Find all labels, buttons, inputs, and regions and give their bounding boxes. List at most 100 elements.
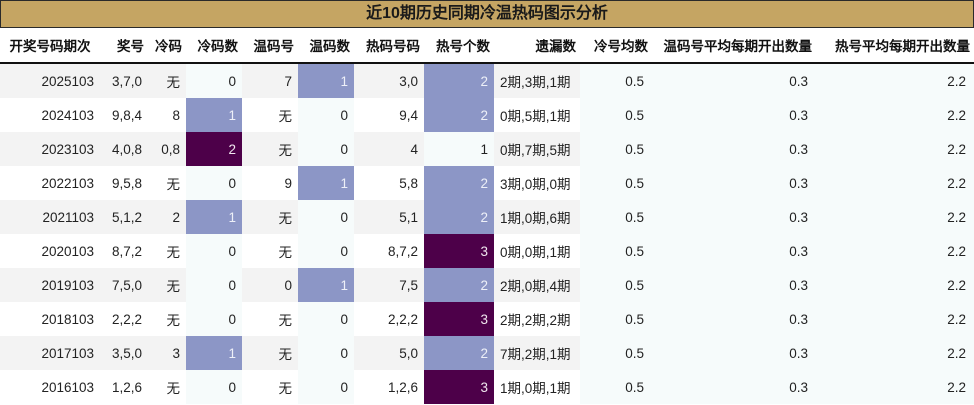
hot-count-cell: 2	[424, 63, 494, 98]
warm-avg-cell: 0.3	[652, 132, 816, 166]
hot-cell: 2,2,2	[354, 302, 424, 336]
cold-cell: 无	[148, 234, 186, 268]
period-cell: 2021103	[0, 200, 100, 234]
warm-avg-cell: 0.3	[652, 370, 816, 404]
hot-cell: 9,4	[354, 98, 424, 132]
period-cell: 2019103	[0, 268, 100, 302]
number-cell: 5,1,2	[100, 200, 148, 234]
number-cell: 3,5,0	[100, 336, 148, 370]
hot-cell: 3,0	[354, 63, 424, 98]
warm-count-cell: 1	[298, 63, 354, 98]
cold-count-cell: 1	[186, 98, 242, 132]
hot-count-cell: 3	[424, 370, 494, 404]
cold-avg-cell: 0.5	[580, 370, 652, 404]
warm-cell: 无	[242, 132, 298, 166]
warm-avg-cell: 0.3	[652, 268, 816, 302]
warm-avg-cell: 0.3	[652, 63, 816, 98]
header-missed: 遗漏数	[494, 28, 580, 64]
warm-cell: 0	[242, 268, 298, 302]
cold-count-cell: 0	[186, 63, 242, 98]
hot-cell: 8,7,2	[354, 234, 424, 268]
warm-avg-cell: 0.3	[652, 200, 816, 234]
cold-avg-cell: 0.5	[580, 268, 652, 302]
period-cell: 2018103	[0, 302, 100, 336]
header-hot: 热码号码	[354, 28, 424, 64]
number-cell: 9,5,8	[100, 166, 148, 200]
table-row: 2019103 7,5,0 无 0 0 1 7,5 2 2期,0期,4期 0.5 0.3 2.2	[0, 268, 974, 302]
table-row: 2020103 8,7,2 无 0 无 0 8,7,2 3 0期,0期,1期 0.5 0.3 2.2	[0, 234, 974, 268]
cold-avg-cell: 0.5	[580, 200, 652, 234]
number-cell: 9,8,4	[100, 98, 148, 132]
missed-cell: 0期,7期,5期	[494, 132, 580, 166]
hot-avg-cell: 2.2	[816, 234, 974, 268]
table-row: 2017103 3,5,0 3 1 无 0 5,0 2 7期,2期,1期 0.5 0.3 2.2	[0, 336, 974, 370]
header-warm-count: 温码数	[298, 28, 354, 64]
missed-cell: 0期,0期,1期	[494, 234, 580, 268]
missed-cell: 2期,0期,4期	[494, 268, 580, 302]
table-row: 2018103 2,2,2 无 0 无 0 2,2,2 3 2期,2期,2期 0.5 0.3 2.2	[0, 302, 974, 336]
warm-count-cell: 0	[298, 370, 354, 404]
missed-cell: 0期,5期,1期	[494, 98, 580, 132]
warm-count-cell: 0	[298, 302, 354, 336]
header-number: 奖号	[100, 28, 148, 64]
cold-count-cell: 0	[186, 234, 242, 268]
cold-avg-cell: 0.5	[580, 132, 652, 166]
hot-avg-cell: 2.2	[816, 166, 974, 200]
period-cell: 2024103	[0, 98, 100, 132]
table-row: 2024103 9,8,4 8 1 无 0 9,4 2 0期,5期,1期 0.5 0.3 2.2	[0, 98, 974, 132]
warm-count-cell: 0	[298, 336, 354, 370]
hot-avg-cell: 2.2	[816, 63, 974, 98]
missed-cell: 7期,2期,1期	[494, 336, 580, 370]
cold-cell: 无	[148, 302, 186, 336]
cold-cell: 无	[148, 166, 186, 200]
period-cell: 2020103	[0, 234, 100, 268]
cold-cell: 2	[148, 200, 186, 234]
cold-warm-hot-analysis-table: 开奖号码期次 奖号 冷码 冷码数 温码号 温码数 热码号码 热号个数 遗漏数 冷…	[0, 28, 974, 404]
cold-cell: 无	[148, 63, 186, 98]
warm-avg-cell: 0.3	[652, 234, 816, 268]
cold-avg-cell: 0.5	[580, 234, 652, 268]
warm-count-cell: 0	[298, 234, 354, 268]
warm-cell: 7	[242, 63, 298, 98]
header-warm-avg: 温码号平均每期开出数量	[652, 28, 816, 64]
cold-avg-cell: 0.5	[580, 166, 652, 200]
cold-count-cell: 0	[186, 268, 242, 302]
hot-cell: 1,2,6	[354, 370, 424, 404]
warm-count-cell: 0	[298, 200, 354, 234]
number-cell: 2,2,2	[100, 302, 148, 336]
hot-cell: 5,0	[354, 336, 424, 370]
cold-count-cell: 2	[186, 132, 242, 166]
warm-cell: 无	[242, 370, 298, 404]
warm-cell: 无	[242, 336, 298, 370]
hot-count-cell: 3	[424, 302, 494, 336]
warm-count-cell: 0	[298, 98, 354, 132]
cold-count-cell: 0	[186, 166, 242, 200]
cold-cell: 3	[148, 336, 186, 370]
cold-avg-cell: 0.5	[580, 336, 652, 370]
cold-count-cell: 0	[186, 370, 242, 404]
table-row: 2021103 5,1,2 2 1 无 0 5,1 2 1期,0期,6期 0.5 0.3 2.2	[0, 200, 974, 234]
header-cold: 冷码	[148, 28, 186, 64]
hot-cell: 5,8	[354, 166, 424, 200]
header-hot-count: 热号个数	[424, 28, 494, 64]
cold-cell: 0,8	[148, 132, 186, 166]
hot-avg-cell: 2.2	[816, 132, 974, 166]
hot-avg-cell: 2.2	[816, 302, 974, 336]
warm-cell: 无	[242, 234, 298, 268]
number-cell: 4,0,8	[100, 132, 148, 166]
hot-avg-cell: 2.2	[816, 200, 974, 234]
cold-avg-cell: 0.5	[580, 63, 652, 98]
warm-cell: 无	[242, 200, 298, 234]
cold-count-cell: 0	[186, 302, 242, 336]
missed-cell: 2期,2期,2期	[494, 302, 580, 336]
hot-count-cell: 2	[424, 200, 494, 234]
header-cold-avg: 冷号均数	[580, 28, 652, 64]
warm-avg-cell: 0.3	[652, 302, 816, 336]
missed-cell: 1期,0期,1期	[494, 370, 580, 404]
period-cell: 2016103	[0, 370, 100, 404]
hot-count-cell: 2	[424, 98, 494, 132]
table-title: 近10期历史同期冷温热码图示分析	[0, 0, 974, 28]
cold-count-cell: 1	[186, 200, 242, 234]
cold-avg-cell: 0.5	[580, 98, 652, 132]
header-hot-avg: 热号平均每期开出数量	[816, 28, 974, 64]
